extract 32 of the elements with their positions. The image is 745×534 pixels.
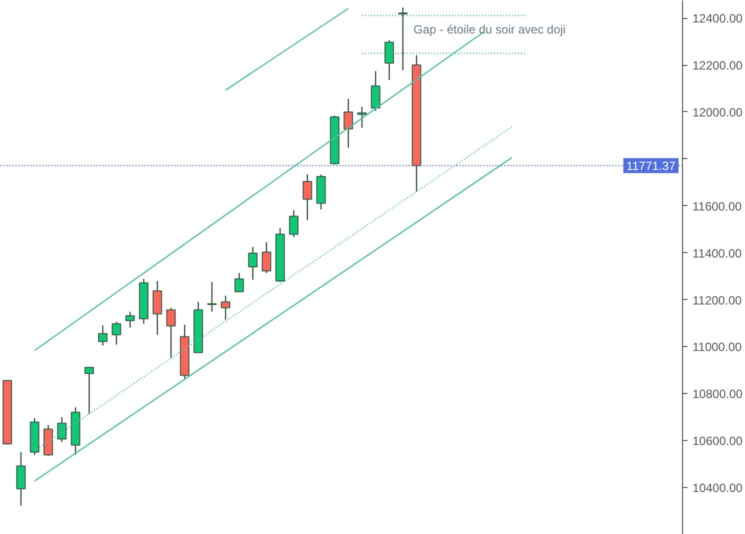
candlestick: [125, 311, 135, 328]
candlestick: [248, 246, 258, 280]
candlestick: [344, 98, 354, 148]
candlestick: [357, 106, 367, 128]
candlestick: [84, 366, 94, 415]
candlestick: [398, 6, 408, 71]
y-tick-label: 11000.00: [692, 340, 742, 354]
y-tick-label: 10600.00: [692, 434, 743, 448]
annotation: Gap - étoile du soir avec doji: [414, 22, 566, 36]
y-tick-label: 11200.00: [692, 293, 742, 308]
candlestick: [220, 295, 230, 320]
candlestick: [289, 210, 298, 238]
y-tick-label: 12400.00: [692, 12, 743, 26]
y-tick-label: 11400.00: [692, 246, 742, 260]
candlestick: [384, 40, 394, 81]
candlestick: [152, 280, 162, 336]
y-tick-label: 11600.00: [692, 199, 742, 214]
y-tick-label: 10400.00: [692, 481, 743, 496]
candlestick: [262, 242, 272, 274]
y-tick-label: 12200.00: [692, 58, 743, 73]
candlestick: [16, 452, 26, 506]
candlestick: [234, 272, 244, 292]
candlestick: [370, 70, 380, 112]
candlestick: [166, 307, 176, 360]
candlestick: [207, 281, 217, 312]
candlestick: [302, 174, 312, 221]
candlestick: [57, 416, 67, 443]
ref-line-label: 11771.37: [626, 159, 676, 174]
y-tick-label: 12000.00: [692, 105, 743, 120]
y-tick-label: 10800.00: [692, 387, 743, 402]
candlestick: [98, 324, 108, 346]
candlestick: [112, 321, 122, 346]
